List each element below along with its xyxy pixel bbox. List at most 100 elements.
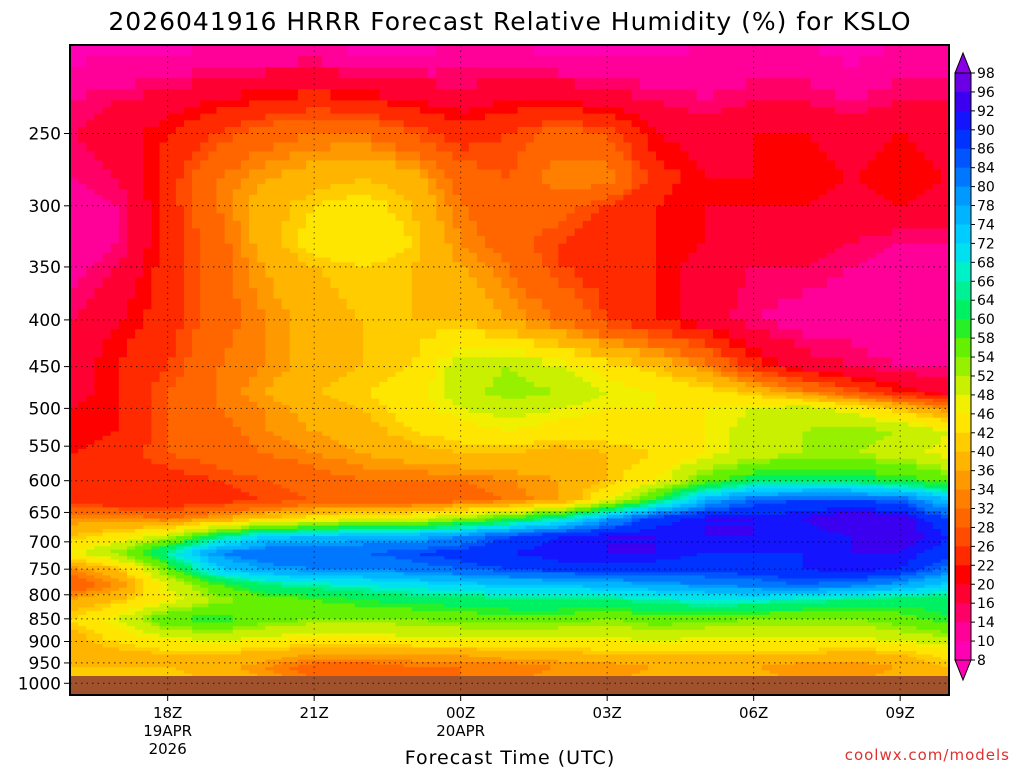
- heatmap-cell: [175, 401, 185, 406]
- heatmap-cell: [452, 107, 462, 115]
- heatmap-cell: [363, 45, 372, 57]
- heatmap-cell: [444, 376, 454, 383]
- heatmap-cell: [900, 228, 910, 237]
- heatmap-cell: [110, 262, 120, 268]
- heatmap-cell: [363, 376, 372, 383]
- heatmap-cell: [509, 298, 519, 311]
- heatmap-cell: [460, 236, 470, 245]
- heatmap-cell: [151, 347, 161, 359]
- heatmap-cell: [232, 266, 242, 279]
- heatmap-cell: [550, 371, 560, 378]
- heatmap-cell: [232, 220, 242, 230]
- heatmap-cell: [664, 252, 674, 259]
- heatmap-cell: [599, 371, 608, 378]
- heatmap-cell: [664, 298, 674, 311]
- heatmap-cell: [680, 338, 690, 349]
- heatmap-cell: [493, 205, 503, 215]
- heatmap-cell: [363, 126, 372, 135]
- heatmap-cell: [826, 78, 836, 91]
- heatmap-cell: [729, 347, 739, 359]
- heatmap-cell: [444, 183, 454, 191]
- heatmap-cell: [403, 329, 413, 340]
- heatmap-cell: [159, 126, 169, 135]
- heatmap-cell: [232, 357, 242, 368]
- heatmap-cell: [615, 309, 625, 321]
- heatmap-cell: [574, 376, 584, 383]
- heatmap-cell: [183, 319, 193, 331]
- heatmap-cell: [257, 213, 267, 222]
- heatmap-cell: [704, 381, 714, 388]
- heatmap-cell: [607, 381, 617, 388]
- heatmap-cell: [428, 213, 438, 222]
- heatmap-cell: [623, 262, 633, 268]
- heatmap-cell: [167, 45, 177, 57]
- heatmap-cell: [582, 142, 592, 153]
- heatmap-cell: [802, 100, 812, 108]
- heatmap-cell: [737, 376, 747, 383]
- heatmap-cell: [273, 387, 283, 393]
- heatmap-cell: [460, 183, 470, 191]
- heatmap-cell: [737, 252, 747, 259]
- heatmap-cell: [363, 142, 372, 153]
- heatmap-cell: [151, 205, 161, 215]
- heatmap-cell: [566, 329, 576, 340]
- heatmap-cell: [517, 243, 527, 250]
- heatmap-cell: [940, 183, 949, 191]
- heatmap-cell: [525, 248, 535, 254]
- heatmap-cell: [908, 252, 918, 259]
- heatmap-cell: [265, 56, 275, 68]
- heatmap-cell: [281, 133, 291, 144]
- heatmap-cell: [289, 169, 299, 180]
- heatmap-cell: [419, 329, 429, 340]
- heatmap-cell: [240, 151, 250, 162]
- heatmap-cell: [395, 252, 405, 259]
- heatmap-cell: [550, 366, 560, 373]
- heatmap-cell: [753, 100, 763, 108]
- heatmap-cell: [338, 376, 348, 383]
- heatmap-cell: [892, 205, 901, 215]
- heatmap-cell: [794, 357, 804, 368]
- heatmap-cell: [403, 319, 413, 331]
- heatmap-cell: [143, 401, 153, 406]
- heatmap-cell: [696, 100, 706, 108]
- heatmap-cell: [916, 252, 926, 259]
- heatmap-cell: [875, 236, 885, 245]
- heatmap-cell: [696, 262, 706, 268]
- heatmap-cell: [574, 228, 584, 237]
- heatmap-cell: [200, 252, 210, 259]
- heatmap-cell: [631, 257, 641, 264]
- heatmap-cell: [753, 347, 763, 359]
- heatmap-cell: [428, 228, 438, 237]
- heatmap-cell: [607, 183, 617, 191]
- heatmap-cell: [607, 107, 617, 115]
- heatmap-cell: [476, 248, 486, 254]
- heatmap-cell: [607, 67, 617, 80]
- heatmap-cell: [216, 133, 226, 144]
- heatmap-cell: [436, 160, 446, 171]
- heatmap-cell: [200, 288, 210, 300]
- heatmap-cell: [411, 183, 421, 191]
- heatmap-cell: [883, 262, 893, 268]
- heatmap-cell: [257, 395, 267, 400]
- heatmap-cell: [403, 45, 413, 57]
- heatmap-cell: [297, 243, 307, 250]
- heatmap-cell: [159, 381, 169, 388]
- heatmap-cell: [200, 262, 210, 268]
- heatmap-cell: [558, 213, 568, 222]
- heatmap-cell: [615, 194, 625, 202]
- heatmap-cell: [297, 309, 307, 321]
- heatmap-cell: [501, 45, 511, 57]
- heatmap-cell: [314, 133, 324, 144]
- heatmap-cell: [599, 347, 608, 359]
- heatmap-cell: [151, 142, 161, 153]
- heatmap-cell: [306, 107, 315, 115]
- heatmap-cell: [843, 194, 853, 202]
- heatmap-cell: [151, 357, 161, 368]
- heatmap-cell: [664, 376, 674, 383]
- heatmap-cell: [509, 329, 519, 340]
- heatmap-cell: [126, 371, 136, 378]
- heatmap-cell: [240, 169, 250, 180]
- heatmap-cell: [525, 78, 535, 91]
- heatmap-cell: [786, 366, 796, 373]
- heatmap-cell: [94, 347, 104, 359]
